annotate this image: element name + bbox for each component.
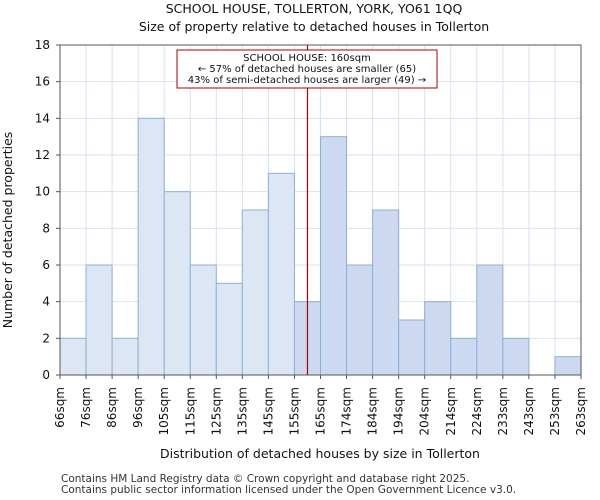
bar [215, 282, 243, 376]
bar [476, 264, 504, 376]
x-tick-label: 165sqm [314, 387, 328, 435]
bar [241, 209, 269, 376]
y-tick-label: 12 [35, 148, 50, 162]
annotation-frame [176, 49, 438, 89]
bar [398, 319, 426, 376]
bar [137, 117, 165, 376]
chart-subtitle: Size of property relative to detached ho… [139, 19, 489, 34]
y-tick-label: 10 [35, 185, 50, 199]
x-tick-label: 96sqm [131, 387, 145, 428]
annotation-larger: 43% of semi-detached houses are larger (… [188, 75, 426, 86]
bar [346, 264, 374, 376]
annotation-title: SCHOOL HOUSE: 160sqm [243, 53, 371, 64]
x-tick-label: 233sqm [496, 387, 510, 435]
x-tick-label: 105sqm [157, 387, 171, 435]
annotation-smaller: ← 57% of detached houses are smaller (65… [198, 64, 416, 75]
y-tick-label: 14 [35, 111, 50, 125]
x-tick-label: 155sqm [287, 387, 301, 435]
x-tick-label: 86sqm [105, 387, 119, 428]
x-tick-label: 224sqm [470, 387, 484, 435]
y-tick-label: 6 [42, 258, 50, 272]
bar [554, 356, 582, 376]
y-axis-label: Number of detached properties [0, 132, 15, 329]
bar [163, 191, 191, 376]
y-tick-label: 16 [35, 75, 50, 89]
bar [450, 337, 478, 376]
bars [59, 117, 582, 376]
y-tick-label: 0 [42, 368, 50, 382]
annotation-box: SCHOOL HOUSE: 160sqm ← 57% of detached h… [176, 49, 438, 89]
chart-title: SCHOOL HOUSE, TOLLERTON, YORK, YO61 1QQ [166, 1, 463, 16]
x-ticks: 66sqm 76sqm 86sqm 96sqm 105sqm 115sqm 125sqm 13… [53, 375, 588, 435]
bar [59, 337, 87, 376]
x-tick-label: 135sqm [235, 387, 249, 435]
bar [424, 301, 452, 376]
x-tick-label: 243sqm [522, 387, 536, 435]
bar [320, 136, 348, 376]
x-tick-label: 145sqm [261, 387, 275, 435]
x-tick-label: 125sqm [209, 387, 223, 435]
x-tick-label: 174sqm [340, 387, 354, 435]
footer-line-1: Contains HM Land Registry data © Crown c… [61, 473, 470, 485]
bar [85, 264, 113, 376]
x-tick-label: 194sqm [392, 387, 406, 435]
y-tick-label: 8 [42, 221, 50, 235]
bar [502, 337, 530, 376]
y-tick-label: 18 [35, 38, 50, 52]
x-tick-label: 115sqm [183, 387, 197, 435]
x-tick-label: 76sqm [79, 387, 93, 428]
y-tick-label: 2 [42, 331, 50, 345]
y-ticks: 0 2 4 6 8 10 12 14 16 18 [35, 38, 60, 382]
y-tick-label: 4 [42, 295, 50, 309]
footer-line-2: Contains public sector information licen… [61, 484, 517, 496]
x-tick-label: 263sqm [574, 387, 588, 435]
bar [111, 337, 139, 376]
x-tick-label: 214sqm [444, 387, 458, 435]
x-tick-label: 253sqm [548, 387, 562, 435]
x-axis-label: Distribution of detached houses by size … [160, 446, 480, 461]
bar [372, 209, 400, 376]
bar [267, 172, 295, 376]
bar [189, 264, 217, 376]
x-tick-label: 204sqm [418, 387, 432, 435]
x-tick-label: 66sqm [53, 387, 67, 428]
x-tick-label: 184sqm [366, 387, 380, 435]
